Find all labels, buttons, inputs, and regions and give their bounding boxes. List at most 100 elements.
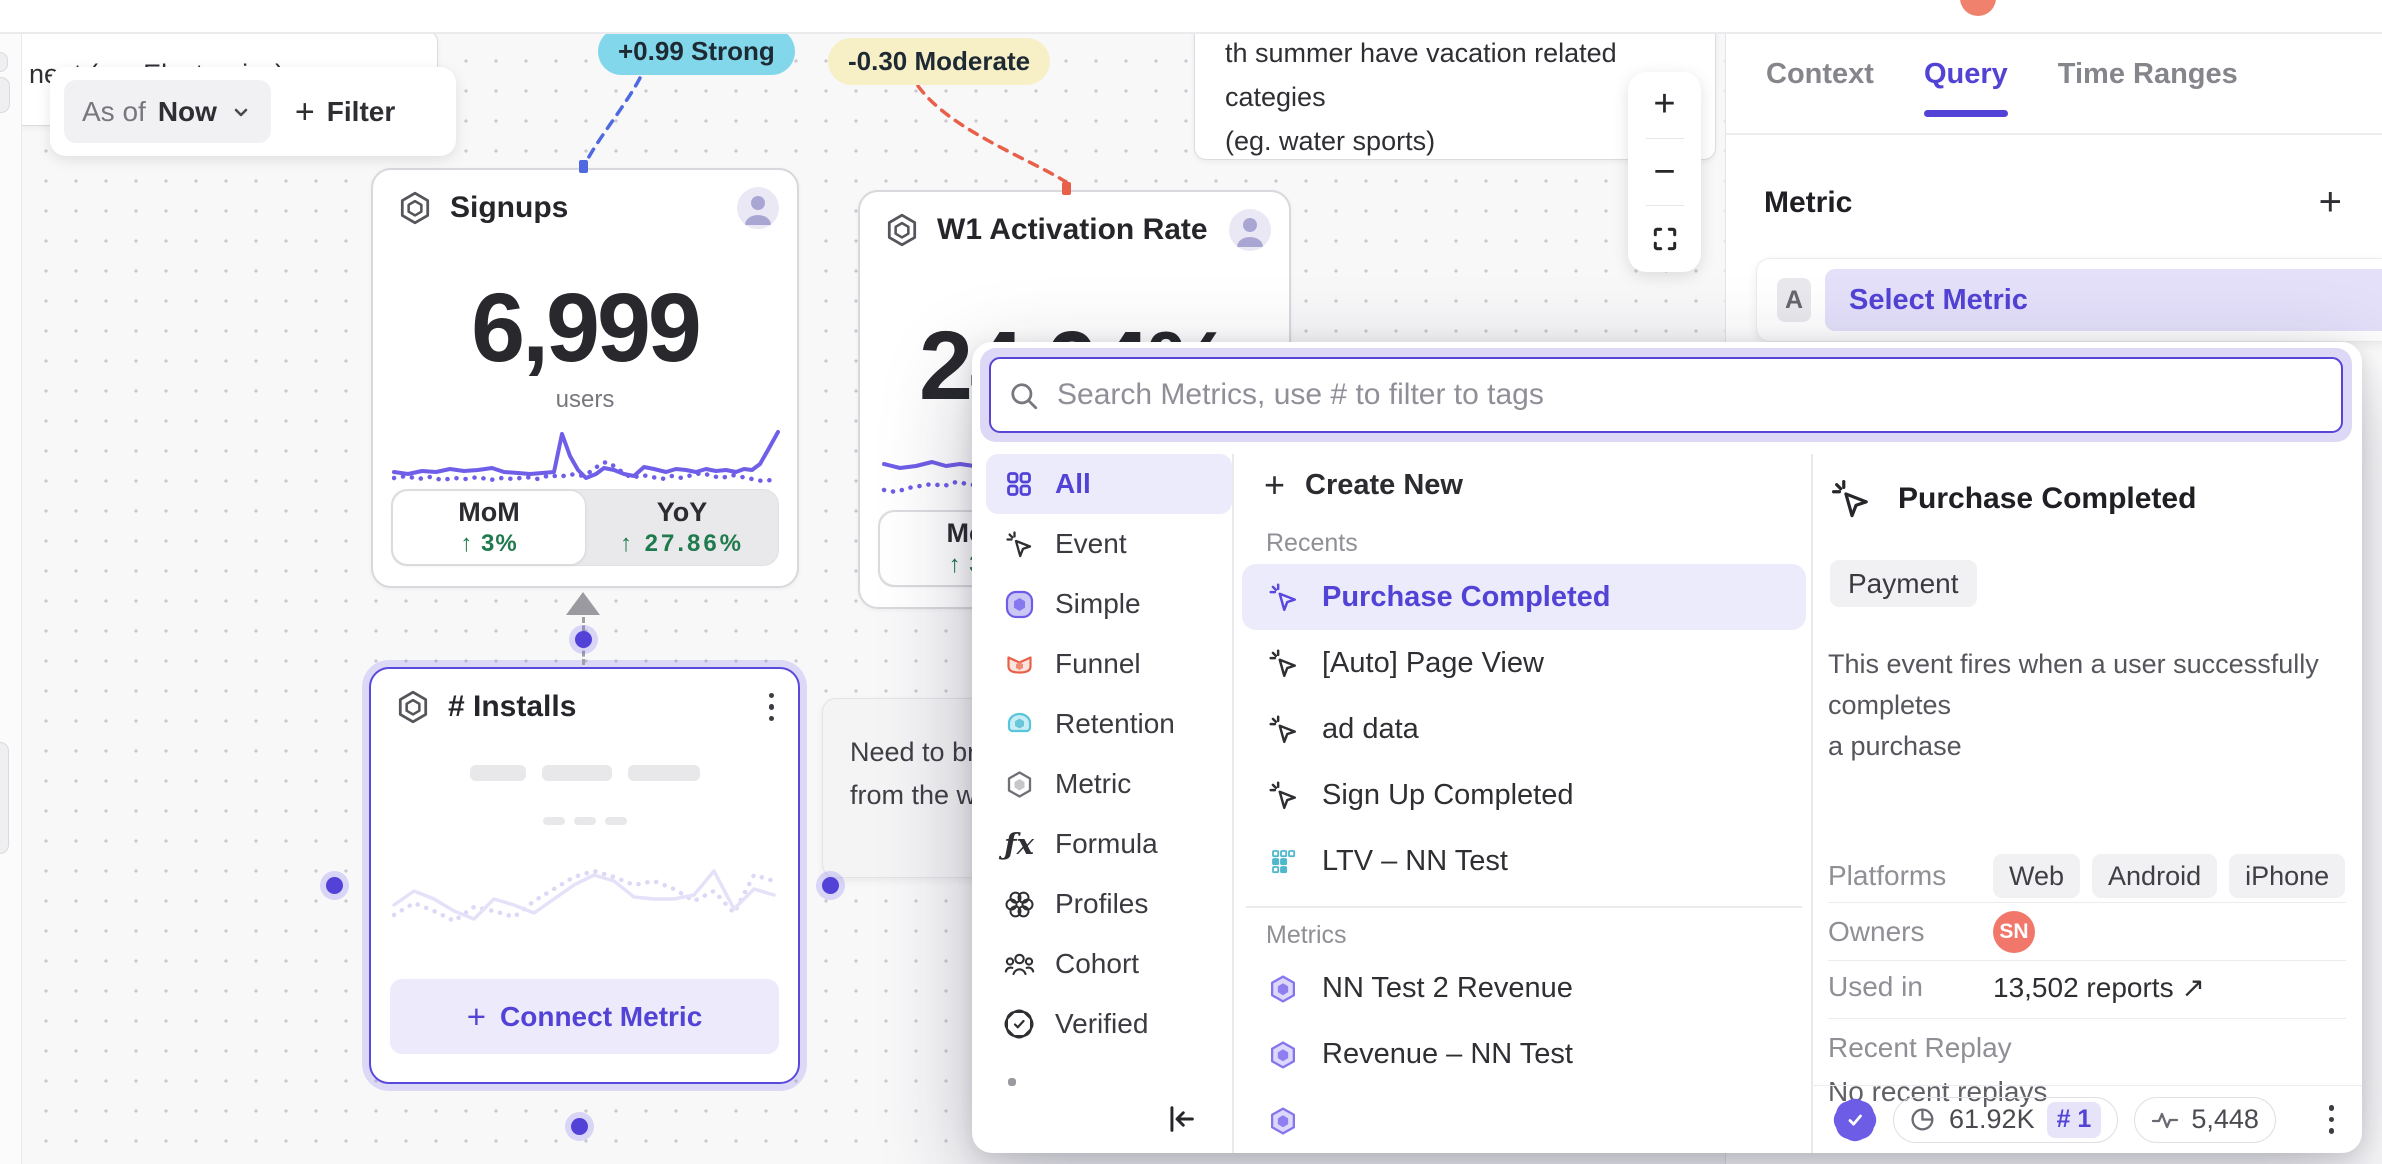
category-verified[interactable]: Verified [986,994,1232,1054]
zoom-out-button[interactable]: − [1628,139,1701,205]
category-simple[interactable]: Simple [986,574,1232,634]
zoom-in-button[interactable]: + [1628,72,1701,138]
recent-item-ltv-nn-test[interactable]: LTV – NN Test [1242,828,1806,894]
item-label: Purchase Completed [1322,580,1611,613]
metric-item-partially-visible[interactable] [1242,1088,1806,1154]
fit-to-screen-button[interactable] [1628,206,1701,272]
as-of-value: Now [157,95,217,127]
metric-hexagon-icon [1002,770,1036,799]
segment-label: MoM [458,497,520,527]
yoy-segment[interactable]: YoY ↑ 27.86% [586,490,778,565]
recent-replay-label: Recent Replay [1828,1032,2012,1063]
recent-item-auto-page-view[interactable]: [Auto] Page View [1242,630,1806,696]
category-event[interactable]: Event [986,514,1232,574]
plus-icon: + [466,997,487,1035]
handle-bottom-dot[interactable] [571,1118,588,1135]
handle-left-dot[interactable] [326,877,343,894]
platform-chip-android: Android [2092,854,2218,898]
category-profiles[interactable]: Profiles [986,874,1232,934]
connect-metric-button[interactable]: + Connect Metric [390,979,779,1054]
collapse-sidebar-button[interactable] [1164,1102,1198,1141]
connect-metric-label: Connect Metric [500,1000,703,1032]
used-in-reports-link[interactable]: 13,502 reports ↗ [1993,971,2205,1003]
add-metric-button[interactable]: + [2318,180,2342,224]
tab-query[interactable]: Query [1923,58,2008,117]
correlation-badge-moderate[interactable]: -0.30 Moderate [828,38,1051,85]
detail-menu-kebab-icon[interactable] [2323,1099,2341,1140]
metric-card-signups[interactable]: Signups 6,999 users MoM ↑ 3% YoY ↑ 27.86… [371,168,799,588]
mom-segment[interactable]: MoM ↑ 3% [392,490,586,565]
tab-time-ranges[interactable]: Time Ranges [2058,58,2238,117]
category-label: Retention [1055,708,1175,739]
card-menu-kebab-icon[interactable] [763,687,781,728]
select-metric-button[interactable]: Select Metric [1825,269,2382,331]
detail-description: This event fires when a user successfull… [1828,649,2319,761]
category-formula[interactable]: ƒx Formula [986,814,1232,874]
series-key-badge: A [1777,278,1811,322]
divider [1645,137,1684,140]
pie-chart-icon [1911,1108,1934,1131]
recent-item-sign-up-completed[interactable]: Sign Up Completed [1242,762,1806,828]
category-all[interactable]: All [986,454,1232,514]
badge-label: -0.30 Moderate [848,46,1031,76]
tag-chip-payment[interactable]: Payment [1830,560,1977,607]
tab-label: Query [1923,58,2008,90]
owner-avatar-icon[interactable] [737,187,779,229]
tab-context[interactable]: Context [1766,58,1874,117]
add-filter-button[interactable]: + Filter [281,80,409,143]
used-in-label: Used in [1828,971,1923,1002]
metric-item-nn-test-2-revenue[interactable]: NN Test 2 Revenue [1242,956,1806,1022]
cohort-people-icon [1002,951,1036,977]
recent-item-purchase-completed[interactable]: Purchase Completed [1242,564,1806,630]
skeleton-value [371,765,798,781]
owner-avatar-sn[interactable]: SN [1993,911,2035,953]
owner-avatar-icon[interactable] [1229,209,1271,251]
category-retention[interactable]: Retention [986,694,1232,754]
rail-handle-mid[interactable] [0,77,10,113]
activity-count-pill[interactable]: 5,448 [2134,1096,2276,1143]
category-cohort[interactable]: Cohort [986,934,1232,994]
ghost-sparkline [391,868,777,924]
funnel-icon [1002,650,1036,679]
recent-item-ad-data[interactable]: ad data [1242,696,1806,762]
category-label: Funnel [1055,648,1141,679]
category-label: Formula [1055,828,1158,859]
correlation-badge-strong[interactable]: +0.99 Strong [598,28,795,75]
create-new-button[interactable]: + Create New [1242,454,1806,516]
category-label: Metric [1055,768,1132,799]
search-input[interactable] [989,357,2343,433]
owners-row: Owners SN [1828,908,2346,956]
left-rail [0,34,22,1164]
comparison-segmented-control: MoM ↑ 3% YoY ↑ 27.86% [391,489,779,566]
metric-card-installs[interactable]: # Installs + Connect Metric [369,667,800,1084]
rail-handle-bottom[interactable] [0,742,9,854]
item-label: NN Test 2 Revenue [1322,972,1573,1004]
formula-fx-icon: ƒx [1004,827,1034,861]
card-header: Signups [397,186,779,230]
metric-section-heading: Metric [1764,186,1853,219]
search-icon [1011,383,1038,410]
tab-label: Time Ranges [2057,58,2238,90]
category-label: Simple [1055,588,1141,619]
as-of-dropdown[interactable]: As of Now [64,80,271,143]
platforms-row: Platforms Web Android iPhone [1828,852,2346,900]
pulse-icon [2152,1112,2179,1128]
category-list-overflow-peek [1008,1078,1016,1086]
metric-hexagon-icon [400,191,430,225]
category-metric[interactable]: Metric [986,754,1232,814]
handle-right-dot[interactable] [822,877,839,894]
event-volume-pill[interactable]: 61.92K # 1 [1893,1096,2119,1143]
verified-seal-icon [1002,1009,1036,1039]
metric-results-list: + Create New Recents Purchase Completed … [1242,454,1806,1153]
category-funnel[interactable]: Funnel [986,634,1232,694]
connector-node-dot[interactable] [575,631,592,648]
metric-item-revenue-nn-test[interactable]: Revenue – NN Test [1242,1022,1806,1088]
user-avatar-peek[interactable] [1960,0,1996,16]
category-list: All Event Simple Funnel Retentio [986,454,1232,1054]
category-label: Profiles [1055,888,1149,919]
item-label: LTV – NN Test [1322,844,1508,877]
profiles-flower-icon [1002,890,1036,919]
board-grid-icon [1264,847,1302,876]
detail-title: Purchase Completed [1898,482,2197,515]
metric-picker-modal: All Event Simple Funnel Retentio [972,342,2362,1153]
